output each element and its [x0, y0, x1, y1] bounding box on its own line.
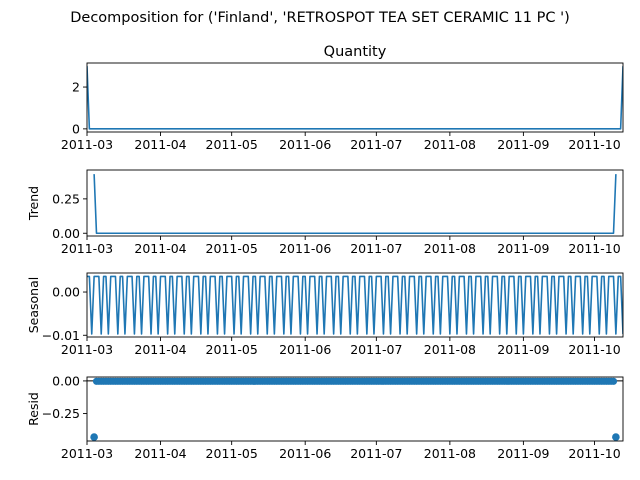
panel-4: 2011-03 2011-04 2011-05 2011-06 2011-07 2011-…: [26, 373, 624, 461]
resid-outlier-point: [90, 433, 98, 441]
x-tick-label: 2011-08: [424, 241, 476, 256]
x-tick-label: 2011-04: [134, 342, 186, 357]
panel-3: 2011-03 2011-04 2011-05 2011-06 2011-07 2011-…: [26, 272, 624, 357]
y-axis-label: Resid: [26, 392, 41, 426]
panel-1: 2011-03 2011-04 2011-05 2011-06 2011-07 2011-…: [61, 44, 624, 152]
x-tick-label: 2011-09: [497, 342, 549, 357]
y-tick-label: 0.25: [52, 191, 80, 206]
x-tick-label: 2011-03: [61, 137, 113, 152]
x-tick-label: 2011-07: [350, 446, 402, 461]
x-tick-label: 2011-06: [279, 342, 331, 357]
x-tick-label: 2011-03: [61, 342, 113, 357]
x-tick-label: 2011-04: [134, 137, 186, 152]
x-tick-label: 2011-05: [206, 446, 258, 461]
x-tick-label: 2011-10: [568, 446, 620, 461]
figure-title: Decomposition for ('Finland', 'RETROSPOT…: [70, 10, 569, 26]
series-line: [93, 174, 617, 235]
x-tick-label: 2011-03: [61, 446, 113, 461]
axes-frame: [86, 169, 624, 237]
x-tick-label: 2011-06: [279, 137, 331, 152]
y-axis-label: Trend: [26, 186, 41, 221]
resid-point: [609, 377, 618, 385]
y-tick-label: 0.00: [52, 373, 80, 388]
plot-area: [87, 377, 623, 385]
x-tick-label: 2011-10: [568, 241, 620, 256]
x-tick-label: 2011-07: [350, 342, 402, 357]
axes-frame: [86, 272, 624, 338]
y-tick-label: 0.00: [52, 285, 80, 300]
series-line: [87, 275, 623, 335]
x-tick-label: 2011-10: [568, 137, 620, 152]
panels: 2011-03 2011-04 2011-05 2011-06 2011-07 2011-…: [26, 44, 624, 461]
plot-area: [87, 66, 623, 130]
y-tick-label: 0: [72, 121, 80, 136]
panel-title: Quantity: [324, 44, 387, 60]
series-line: [87, 66, 623, 130]
panel-2: 2011-03 2011-04 2011-05 2011-06 2011-07 2011-…: [26, 169, 624, 256]
plot-area: [93, 174, 617, 235]
x-tick-label: 2011-07: [350, 241, 402, 256]
y-axis-label: Seasonal: [26, 277, 41, 334]
axes-frame: [86, 376, 624, 442]
x-tick-label: 2011-08: [424, 446, 476, 461]
x-tick-label: 2011-07: [350, 137, 402, 152]
y-tick-label: 0.00: [52, 226, 80, 241]
axes-frame: [86, 62, 624, 133]
x-tick-label: 2011-06: [279, 446, 331, 461]
x-tick-label: 2011-08: [424, 137, 476, 152]
x-tick-label: 2011-05: [206, 241, 258, 256]
x-tick-label: 2011-09: [497, 241, 549, 256]
x-tick-label: 2011-09: [497, 137, 549, 152]
x-tick-label: 2011-05: [206, 137, 258, 152]
x-tick-label: 2011-05: [206, 342, 258, 357]
x-tick-label: 2011-06: [279, 241, 331, 256]
plot-area: [87, 275, 623, 335]
resid-outlier-point: [612, 433, 620, 441]
x-tick-label: 2011-08: [424, 342, 476, 357]
y-tick-label: −0.25: [42, 406, 80, 421]
x-tick-label: 2011-04: [134, 241, 186, 256]
y-tick-label: −0.01: [42, 328, 80, 343]
x-tick-label: 2011-10: [568, 342, 620, 357]
y-tick-label: 2: [72, 80, 80, 95]
x-tick-label: 2011-09: [497, 446, 549, 461]
x-tick-label: 2011-04: [134, 446, 186, 461]
x-tick-label: 2011-03: [61, 241, 113, 256]
